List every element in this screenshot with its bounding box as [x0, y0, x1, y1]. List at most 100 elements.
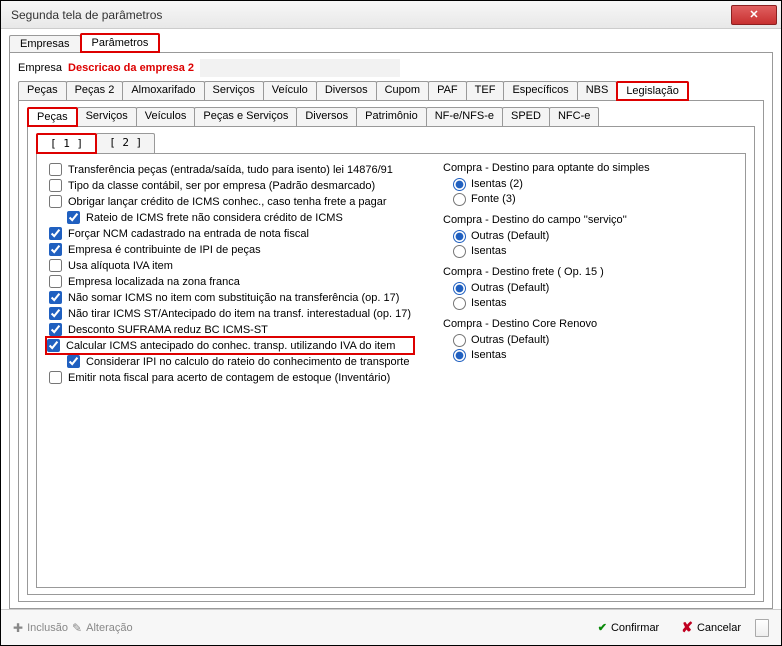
radio-label: Outras (Default)	[471, 282, 549, 294]
checkbox-row[interactable]: Usa alíquota IVA item	[47, 258, 413, 273]
maintab-almox[interactable]: Almoxarifado	[122, 81, 204, 100]
maintab-legislacao[interactable]: Legislação	[616, 81, 689, 101]
checkbox-label: Desconto SUFRAMA reduz BC ICMS-ST	[68, 324, 268, 336]
maintab-tef[interactable]: TEF	[466, 81, 505, 100]
radio-row[interactable]: Outras (Default)	[453, 333, 735, 347]
checkbox-row[interactable]: Rateio de ICMS frete não considera crédi…	[65, 210, 413, 225]
radio-input[interactable]	[453, 193, 466, 206]
pagetab-2[interactable]: [ 2 ]	[96, 133, 155, 153]
checkbox-row[interactable]: Transferência peças (entrada/saída, tudo…	[47, 162, 413, 177]
footer-bar: ✚ Inclusão ✎ Alteração ✔ Confirmar ✘ Can…	[1, 609, 781, 645]
group-title: Compra - Destino do campo ''serviço''	[443, 214, 735, 226]
subtab-sped[interactable]: SPED	[502, 107, 550, 126]
page-tabs: [ 1 ] [ 2 ]	[36, 133, 746, 153]
maintab-diversos[interactable]: Diversos	[316, 81, 377, 100]
checkbox-input[interactable]	[49, 307, 62, 320]
maintab-servicos[interactable]: Serviços	[204, 81, 264, 100]
checkbox-input[interactable]	[49, 195, 62, 208]
maintab-especificos[interactable]: Específicos	[503, 81, 577, 100]
subtab-patrimonio[interactable]: Patrimônio	[356, 107, 427, 126]
checkbox-row[interactable]: Considerar IPI no calculo do rateio do c…	[65, 354, 413, 369]
checkbox-row[interactable]: Tipo da classe contábil, ser por empresa…	[47, 178, 413, 193]
main-panel-legislacao: Peças Serviços Veículos Peças e Serviços…	[18, 100, 764, 602]
checkbox-input[interactable]	[47, 339, 60, 352]
tab-empresas[interactable]: Empresas	[9, 35, 81, 52]
checkbox-input[interactable]	[49, 275, 62, 288]
main-tabs: Peças Peças 2 Almoxarifado Serviços Veíc…	[18, 81, 764, 100]
subtab-pecserv[interactable]: Peças e Serviços	[194, 107, 297, 126]
subtab-pecas[interactable]: Peças	[27, 107, 78, 127]
radio-group: Compra - Destino do campo ''serviço'' Out…	[443, 214, 735, 258]
checkbox-label: Não tirar ICMS ST/Antecipado do item na …	[68, 308, 411, 320]
radio-row[interactable]: Outras (Default)	[453, 229, 735, 243]
radio-row[interactable]: Isentas	[453, 244, 735, 258]
maintab-cupom[interactable]: Cupom	[376, 81, 429, 100]
maintab-veiculo[interactable]: Veículo	[263, 81, 317, 100]
radio-row[interactable]: Isentas	[453, 296, 735, 310]
page-panel-1: Transferência peças (entrada/saída, tudo…	[36, 153, 746, 588]
maintab-nbs[interactable]: NBS	[577, 81, 618, 100]
radio-input[interactable]	[453, 245, 466, 258]
radio-row[interactable]: Outras (Default)	[453, 281, 735, 295]
radio-row[interactable]: Fonte (3)	[453, 192, 735, 206]
subtab-diversos[interactable]: Diversos	[296, 107, 357, 126]
radio-row[interactable]: Isentas	[453, 348, 735, 362]
group-title: Compra - Destino Core Renovo	[443, 318, 735, 330]
checkbox-label: Transferência peças (entrada/saída, tudo…	[68, 164, 393, 176]
pagetab-1[interactable]: [ 1 ]	[36, 133, 97, 154]
radio-label: Isentas	[471, 349, 506, 361]
checkbox-input[interactable]	[67, 355, 80, 368]
titlebar: Segunda tela de parâmetros ✕	[1, 1, 781, 29]
maintab-paf[interactable]: PAF	[428, 81, 467, 100]
group-title: Compra - Destino para optante do simples	[443, 162, 735, 174]
checkbox-label: Rateio de ICMS frete não considera crédi…	[86, 212, 343, 224]
checkbox-row[interactable]: Obrigar lançar crédito de ICMS conhec., …	[47, 194, 413, 209]
checkbox-input[interactable]	[49, 179, 62, 192]
tab-parametros[interactable]: Parâmetros	[80, 33, 161, 53]
confirmar-button[interactable]: ✔ Confirmar	[590, 618, 668, 637]
checkbox-input[interactable]	[49, 323, 62, 336]
empresa-field	[200, 59, 400, 77]
checkbox-row[interactable]: Empresa localizada na zona franca	[47, 274, 413, 289]
checkbox-input[interactable]	[49, 243, 62, 256]
checkbox-row[interactable]: Não somar ICMS no item com substituição …	[47, 290, 413, 305]
radio-label: Outras (Default)	[471, 334, 549, 346]
subtab-servicos[interactable]: Serviços	[77, 107, 137, 126]
checkbox-label: Usa alíquota IVA item	[68, 260, 173, 272]
radio-input[interactable]	[453, 334, 466, 347]
radio-input[interactable]	[453, 297, 466, 310]
checkbox-row[interactable]: Desconto SUFRAMA reduz BC ICMS-ST	[47, 322, 413, 337]
checkbox-input[interactable]	[49, 371, 62, 384]
subtab-veiculos[interactable]: Veículos	[136, 107, 196, 126]
maintab-pecas[interactable]: Peças	[18, 81, 67, 100]
checkbox-input[interactable]	[49, 163, 62, 176]
checkbox-input[interactable]	[67, 211, 80, 224]
x-icon: ✘	[681, 619, 693, 636]
checkbox-row[interactable]: Não tirar ICMS ST/Antecipado do item na …	[47, 306, 413, 321]
radio-input[interactable]	[453, 230, 466, 243]
checkbox-row[interactable]: Forçar NCM cadastrado na entrada de nota…	[47, 226, 413, 241]
cancelar-label: Cancelar	[697, 622, 741, 634]
checkbox-row[interactable]: Emitir nota fiscal para acerto de contag…	[47, 370, 413, 385]
checkbox-label: Não somar ICMS no item com substituição …	[68, 292, 399, 304]
cancelar-button[interactable]: ✘ Cancelar	[673, 616, 749, 639]
subtab-nfe[interactable]: NF-e/NFS-e	[426, 107, 503, 126]
exit-button[interactable]	[755, 619, 769, 637]
radio-group: Compra - Destino Core Renovo Outras (Defa…	[443, 318, 735, 362]
radio-input[interactable]	[453, 178, 466, 191]
alteracao-label: Alteração	[86, 622, 132, 634]
checkbox-input[interactable]	[49, 259, 62, 272]
checkbox-input[interactable]	[49, 227, 62, 240]
radio-input[interactable]	[453, 349, 466, 362]
checkbox-row[interactable]: Empresa é contribuinte de IPI de peças	[47, 242, 413, 257]
plus-icon: ✚	[13, 621, 23, 635]
subtab-nfce[interactable]: NFC-e	[549, 107, 599, 126]
maintab-pecas2[interactable]: Peças 2	[66, 81, 124, 100]
checkbox-row[interactable]: Calcular ICMS antecipado do conhec. tran…	[45, 336, 415, 355]
radio-input[interactable]	[453, 282, 466, 295]
empresa-value: Descricao da empresa 2	[68, 62, 194, 74]
checkbox-input[interactable]	[49, 291, 62, 304]
close-button[interactable]: ✕	[731, 5, 777, 25]
checkbox-label: Forçar NCM cadastrado na entrada de nota…	[68, 228, 309, 240]
radio-row[interactable]: Isentas (2)	[453, 177, 735, 191]
